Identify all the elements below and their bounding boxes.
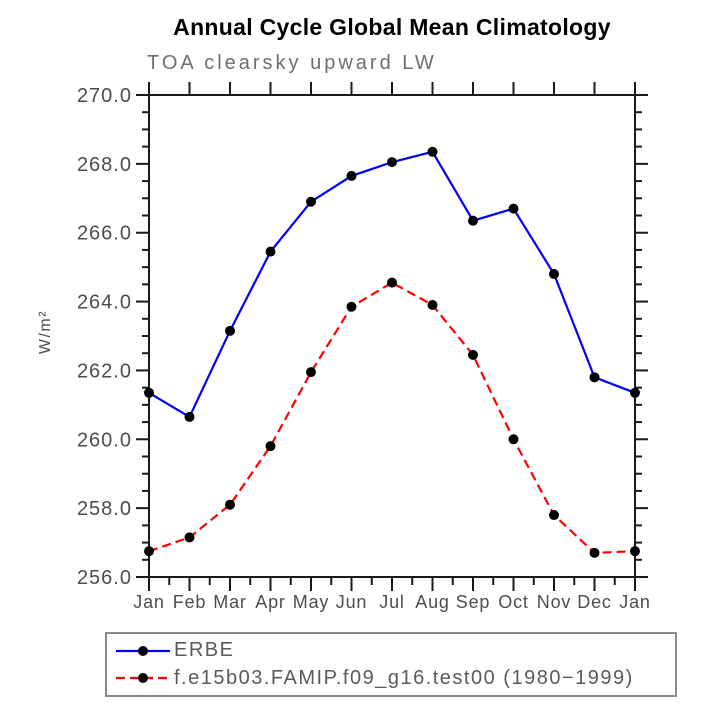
- x-tick-label: Nov: [537, 592, 571, 612]
- data-point-marker: [225, 499, 235, 510]
- x-tick-label: Feb: [173, 592, 206, 612]
- y-tick-label: 256.0: [77, 567, 132, 589]
- data-point-marker: [387, 157, 397, 168]
- data-point-marker: [265, 246, 276, 257]
- data-point-marker: [589, 372, 600, 383]
- series-model: [144, 277, 640, 558]
- plot-box: [148, 94, 636, 578]
- data-point-marker: [346, 170, 357, 181]
- data-point-marker: [184, 532, 195, 543]
- x-tick-label: Sep: [456, 592, 490, 612]
- x-tick-label: Jan: [133, 592, 164, 612]
- chart-subtitle: TOA clearsky upward LW: [147, 52, 437, 74]
- legend-sample-0: [116, 645, 170, 656]
- x-tick-label: Oct: [498, 592, 528, 612]
- x-tick-label: Apr: [255, 592, 285, 612]
- data-point-marker: [265, 441, 276, 452]
- y-tick-label: 268.0: [77, 154, 132, 176]
- data-point-marker: [184, 411, 195, 422]
- x-tick-label: Mar: [213, 592, 246, 612]
- legend-item-model: f.e15b03.FAMIP.f09_g16.test00 (1980−1999…: [114, 667, 675, 689]
- legend: ERBE f.e15b03.FAMIP.f09_g16.test00 (1980…: [105, 632, 677, 697]
- y-tick-label: 258.0: [77, 498, 132, 520]
- x-tick-label: Jun: [336, 592, 367, 612]
- axis-ticks: [136, 82, 648, 591]
- data-point-marker: [508, 434, 519, 445]
- data-point-marker: [427, 146, 438, 157]
- y-tick-label: 264.0: [77, 292, 132, 314]
- legend-label-erbe: ERBE: [174, 639, 235, 662]
- legend-item-erbe: ERBE: [114, 639, 675, 662]
- data-point-marker: [144, 546, 154, 557]
- data-point-marker: [346, 301, 357, 312]
- legend-marker-sample: [138, 645, 148, 656]
- x-tick-label: Dec: [577, 592, 611, 612]
- series-erbe: [144, 146, 640, 422]
- data-point-marker: [589, 547, 600, 558]
- data-point-marker: [630, 546, 640, 557]
- axis-tick-labels: 256.0 258.0 260.0 262.0 264.0 266.0 268.0 270.0…: [77, 85, 650, 612]
- legend-sample-1: [116, 673, 170, 684]
- data-point-marker: [306, 196, 316, 207]
- x-tick-label: Jul: [379, 592, 404, 612]
- data-point-marker: [225, 325, 235, 336]
- data-point-marker: [144, 387, 154, 398]
- y-tick-label: 260.0: [77, 429, 132, 451]
- y-tick-label: 262.0: [77, 360, 132, 382]
- data-point-marker: [306, 367, 316, 378]
- data-point-marker: [468, 215, 478, 226]
- legend-marker-sample: [138, 673, 148, 684]
- x-tick-label: Aug: [415, 592, 449, 612]
- x-tick-label: Jan: [619, 592, 650, 612]
- legend-label-model: f.e15b03.FAMIP.f09_g16.test00 (1980−1999…: [174, 666, 634, 689]
- data-point-marker: [549, 510, 559, 521]
- data-point-marker: [508, 203, 519, 214]
- y-tick-label: 270.0: [77, 85, 132, 107]
- y-tick-label: 266.0: [77, 223, 132, 245]
- data-point-marker: [630, 387, 640, 398]
- chart-title: Annual Cycle Global Mean Climatology: [173, 14, 611, 40]
- x-tick-label: May: [293, 592, 329, 612]
- model-line: [148, 281, 636, 555]
- data-point-marker: [387, 277, 397, 288]
- data-point-marker: [427, 300, 438, 311]
- data-point-marker: [549, 269, 559, 280]
- data-point-marker: [468, 349, 478, 360]
